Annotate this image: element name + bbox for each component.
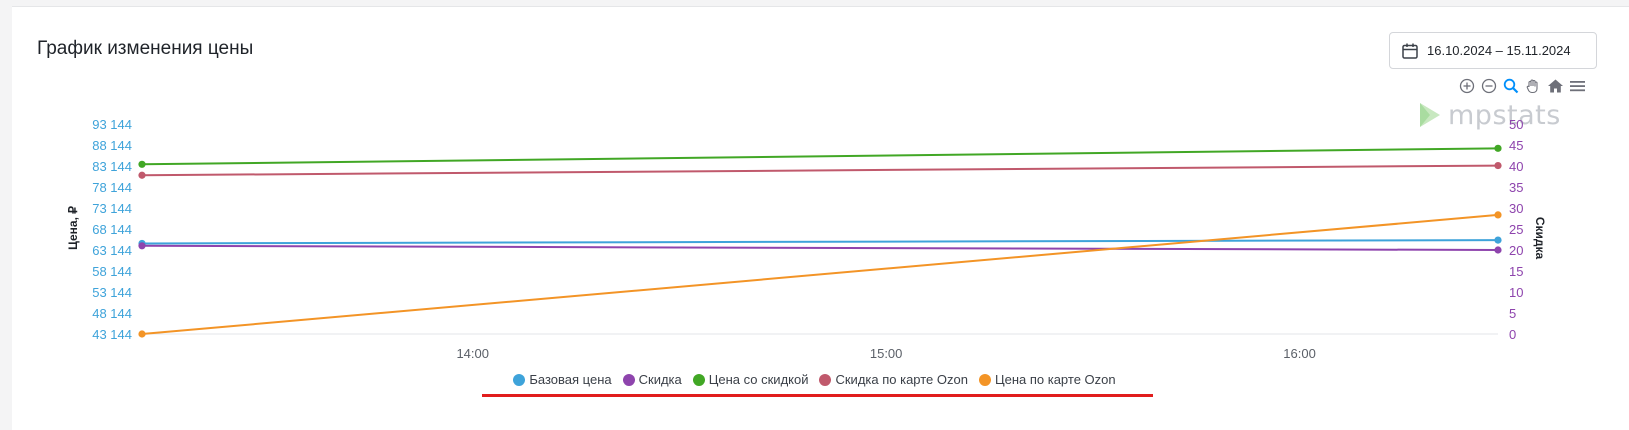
series-line [141,244,1499,251]
right-axis-tick-label: 15 [1509,264,1523,279]
legend-label: Цена по карте Ozon [994,372,1116,387]
right-axis-tick-label: 50 [1509,117,1523,132]
left-axis-tick-label: 88 144 [92,138,132,153]
watermark-text: mpstats [1448,99,1561,131]
series-line [141,213,1499,335]
mpstats-watermark: mpstats [1418,98,1561,132]
series-point [1494,144,1502,152]
legend-label: Базовая цена [529,372,612,387]
series-line [141,164,1499,177]
date-range-text: 16.10.2024 – 15.11.2024 [1427,43,1571,58]
legend-marker [819,373,832,386]
legend-marker [978,373,991,386]
right-axis-tick-label: 30 [1509,201,1523,216]
right-axis-tick-label: 10 [1509,285,1523,300]
legend-label: Скидка [638,372,682,387]
left-axis-tick-label: 43 144 [92,327,132,342]
pan-hand-icon[interactable] [1524,77,1542,95]
zoom-out-icon[interactable] [1480,77,1498,95]
right-axis-tick-label: 0 [1509,327,1516,342]
left-axis-tick-label: 53 144 [92,285,132,300]
mpstats-logo-icon [1420,103,1440,127]
series-point [1494,246,1502,254]
legend-label: Скидка по карте Ozon [835,372,968,387]
menu-icon[interactable] [1568,77,1586,95]
left-axis-tick-label: 93 144 [92,117,132,132]
date-range-button[interactable]: 16.10.2024 – 15.11.2024 [1389,32,1597,69]
series-line [141,147,1499,166]
left-axis-tick-label: 78 144 [92,180,132,195]
x-axis-tick-label: 14:00 [456,346,489,361]
right-axis-tick-label: 40 [1509,159,1523,174]
series-point [1494,211,1502,219]
legend-item[interactable]: Скидка по карте Ozon [819,372,968,387]
legend-marker [513,373,526,386]
plot-area: 43 144 48 144 53 144 58 144 63 144 68 144 73 1… [92,117,1523,361]
x-axis-tick-label: 15:00 [870,346,903,361]
series-point [138,330,146,338]
legend-item[interactable]: Цена со скидкой [692,372,809,387]
chart-title: График изменения цены [37,38,254,59]
legend-item[interactable]: Базовая цена [513,372,612,387]
series-line [141,239,1499,245]
left-axis-tick-label: 48 144 [92,306,132,321]
left-axis-title: Цена, ₽ [66,206,80,250]
legend-item[interactable]: Скидка [622,372,682,387]
calendar-icon [1402,43,1418,59]
right-axis-title: Скидка [1533,217,1547,260]
series-point [138,160,146,168]
x-axis-tick-label: 16:00 [1283,346,1316,361]
right-axis-tick-label: 5 [1509,306,1516,321]
left-axis-tick-label: 58 144 [92,264,132,279]
series-point [1494,161,1502,170]
zoom-selection-icon[interactable] [1502,77,1520,95]
right-axis-tick-label: 35 [1509,180,1523,195]
series-point [1494,236,1502,244]
right-axis-tick-label: 20 [1509,243,1523,258]
legend-marker [692,373,705,386]
legend-item[interactable]: Цена по карте Ozon [978,372,1116,387]
highlight-underline [482,394,1153,397]
chart-toolbar [1458,76,1586,96]
left-axis-tick-label: 83 144 [92,159,132,174]
legend-marker [622,373,635,386]
left-axis-tick-label: 68 144 [92,222,132,237]
left-axis-tick-label: 63 144 [92,243,132,258]
chart-legend: Базовая цена Скидка Цена со скидкой Скидка … [0,372,1629,387]
right-axis-tick-label: 45 [1509,138,1523,153]
series-point [138,171,146,179]
zoom-in-icon[interactable] [1458,77,1476,95]
legend-label: Цена со скидкой [708,372,809,387]
right-axis-tick-label: 25 [1509,222,1523,237]
series-point [138,242,146,250]
home-reset-icon[interactable] [1546,77,1564,95]
left-axis-tick-label: 73 144 [92,201,132,216]
price-chart-card [12,6,1629,430]
